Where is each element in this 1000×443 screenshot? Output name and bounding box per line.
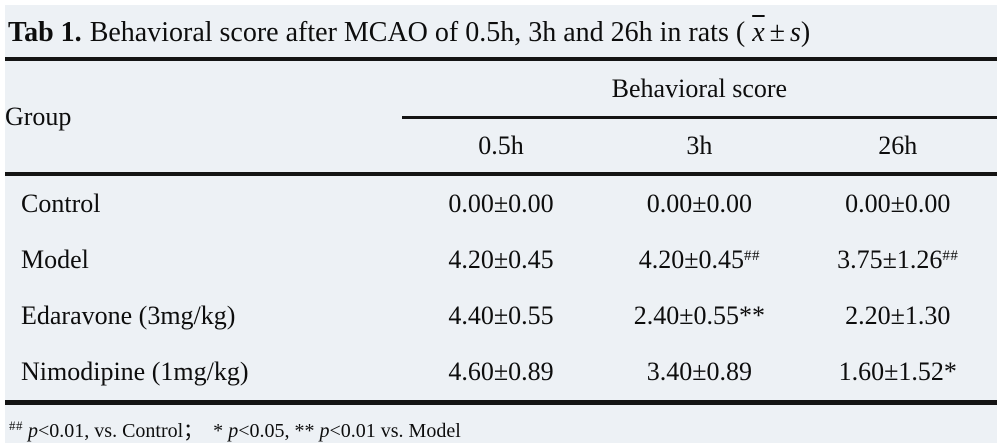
footnote-text: <0.01, vs. Control； * — [38, 420, 229, 442]
value-text: 2.40±0.55** — [633, 301, 766, 330]
value-superscript: ## — [942, 247, 959, 264]
table-row: Nimodipine (1mg/kg) 4.60±0.89 3.40±0.89 … — [5, 344, 997, 405]
value-text: 4.20±0.45 — [448, 245, 554, 274]
footnote-hash-superscript: ## — [9, 417, 23, 433]
caption-text: Behavioral score after MCAO of 0.5h, 3h … — [89, 17, 746, 48]
time-column-header: 0.5h — [401, 117, 601, 176]
value-cell: 0.00±0.00 — [402, 174, 600, 232]
value-cell: 3.40±0.89 — [600, 344, 799, 405]
table-row: Control 0.00±0.00 0.00±0.00 0.00±0.00 — [5, 174, 997, 232]
value-text: 4.60±0.89 — [448, 357, 554, 386]
value-text: 0.00±0.00 — [845, 189, 951, 218]
value-text: 2.20±1.30 — [845, 301, 951, 330]
footnote-text: <0.05, ** — [238, 420, 320, 442]
value-text: 4.40±0.55 — [448, 301, 554, 330]
header-row-span: Group Behavioral score — [5, 59, 997, 176]
caption-close-paren: ) — [800, 17, 811, 48]
table-footnote: ## p<0.01, vs. Control； * p<0.05, ** p<0.… — [5, 405, 997, 443]
value-text: 1.60±1.52* — [838, 357, 957, 386]
footnote-p-italic: p — [28, 420, 38, 442]
xbar-symbol: x — [752, 17, 765, 48]
table-row: Edaravone (3mg/kg) 4.40±0.55 2.40±0.55**… — [5, 288, 997, 344]
value-cell: 1.60±1.52* — [798, 344, 997, 405]
value-cell: 0.00±0.00 — [799, 174, 997, 232]
value-cell: 2.20±1.30 — [799, 288, 997, 344]
span-column-header: Behavioral score — [401, 59, 997, 119]
value-cell: 4.60±0.89 — [401, 344, 601, 405]
header-row-times: 0.5h 3h 26h — [5, 117, 997, 176]
group-cell: Model — [21, 245, 89, 274]
footnote-p-italic: p — [319, 420, 330, 442]
time-column-header: 26h — [798, 117, 997, 176]
value-text: 4.20±0.45 — [638, 245, 745, 274]
value-cell: 4.20±0.45 — [402, 232, 600, 288]
value-cell: 4.40±0.55 — [402, 288, 600, 344]
value-cell: 2.40±0.55** — [600, 288, 798, 344]
behavioral-score-table: Group Behavioral score 0.5h 3h 26h Contr… — [5, 57, 997, 405]
footnote-text: <0.01 vs. Model — [329, 420, 461, 442]
group-cell: Control — [21, 189, 101, 218]
table-caption: Tab 1. Behavioral score after MCAO of 0.5… — [5, 5, 997, 57]
value-cell: 4.20±0.45## — [600, 232, 798, 288]
table-row: Model 4.20±0.45 4.20±0.45## 3.75±1.26## — [5, 232, 997, 288]
caption-tag: Tab 1. — [8, 17, 82, 48]
group-column-header: Group — [5, 59, 402, 176]
value-text: 0.00±0.00 — [646, 189, 753, 218]
value-cell: 0.00±0.00 — [600, 174, 798, 232]
time-column-header: 3h — [600, 117, 799, 176]
footnote-p-italic: p — [228, 420, 239, 442]
value-text: 3.40±0.89 — [646, 357, 753, 386]
value-superscript: ## — [744, 247, 761, 264]
value-text: 3.75±1.26 — [837, 245, 943, 274]
value-text: 0.00±0.00 — [448, 189, 554, 218]
group-cell: Nimodipine (1mg/kg) — [5, 344, 402, 405]
value-cell: 3.75±1.26## — [799, 232, 997, 288]
group-cell: Edaravone (3mg/kg) — [21, 301, 236, 330]
plus-minus-symbol: ± — [769, 17, 785, 48]
s-symbol: s — [790, 17, 801, 48]
